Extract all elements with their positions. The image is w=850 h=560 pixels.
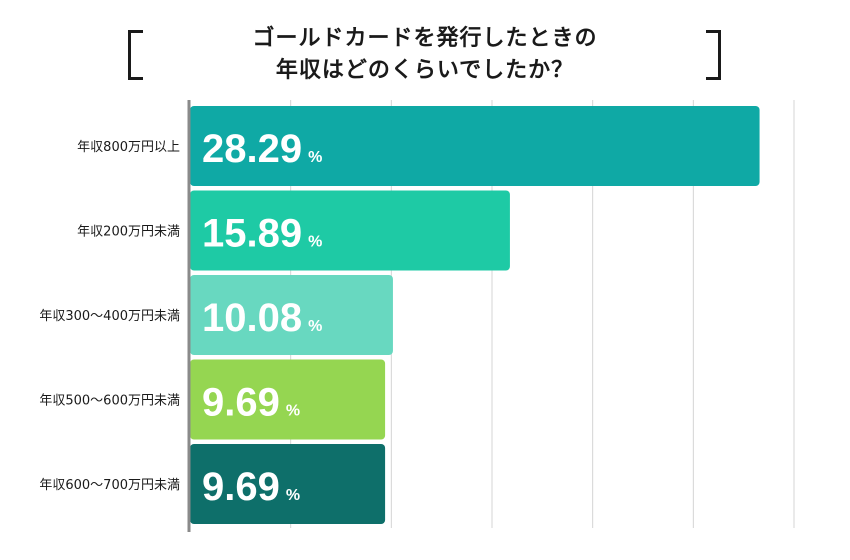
data-label: 28.29%: [202, 127, 322, 171]
category-label: 年収200万円未満: [77, 225, 180, 240]
data-label: 15.89%: [202, 212, 322, 256]
bar: [190, 106, 760, 186]
bar: [190, 275, 393, 355]
title-bracket-left: [128, 30, 143, 80]
chart-title-line-2: 年収はどのくらいでしたか？: [275, 58, 575, 83]
bar: [190, 359, 386, 440]
category-label: 年収500〜600万円未満: [39, 394, 180, 409]
category-label: 年収600〜700万円未満: [39, 478, 180, 493]
data-label: 9.69%: [202, 465, 300, 509]
data-label: 9.69%: [202, 381, 300, 425]
data-label: 10.08%: [202, 296, 322, 340]
category-label: 年収300〜400万円未満: [39, 309, 180, 324]
bar: [190, 190, 510, 271]
bar: [190, 444, 386, 524]
chart-title-line-1: ゴールドカードを発行したときの: [252, 26, 598, 51]
chart-title: ゴールドカードを発行したときの 年収はどのくらいでしたか？: [0, 0, 850, 100]
title-bracket-right: [706, 30, 721, 80]
category-label: 年収800万円以上: [77, 140, 180, 155]
